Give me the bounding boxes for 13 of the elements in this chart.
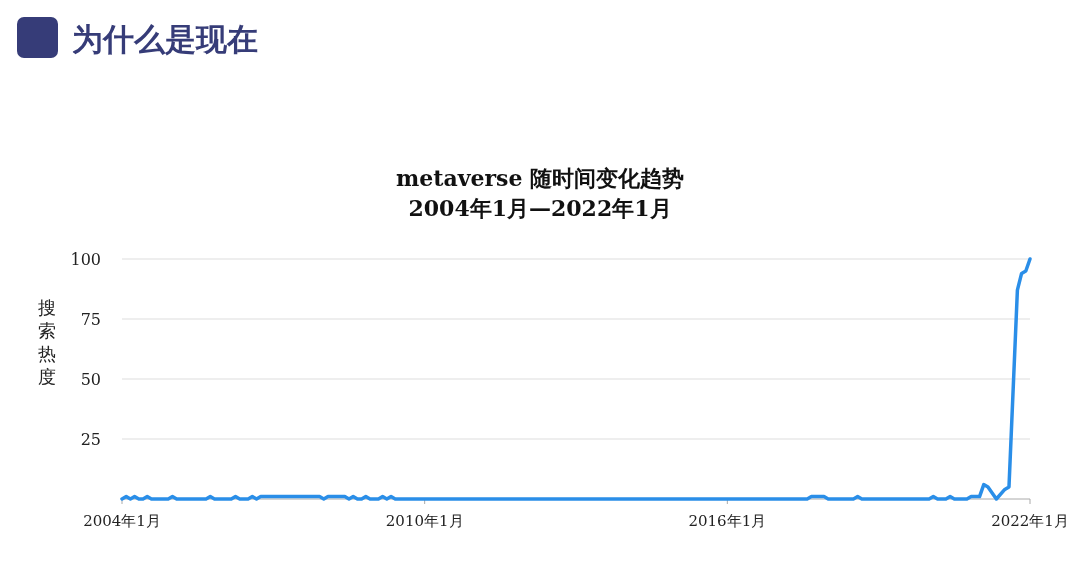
y-axis-title: 搜索热度 [38,297,56,387]
x-tick-label: 2022年1月 [991,512,1069,530]
chart-subtitle: 2004年1月—2022年1月 [408,195,672,221]
x-tick-label: 2004年1月 [83,512,161,530]
chart-title: metaverse 随时间变化趋势 [395,165,685,191]
text: 为什么是现在 [72,21,258,57]
y-tick-label: 25 [80,430,101,449]
x-tick-label: 2010年1月 [385,512,464,530]
y-tick-label: 75 [80,310,101,329]
line-series [120,257,1032,501]
x-tick-label: 2016年1月 [688,512,767,530]
y-tick-label: 100 [70,250,101,269]
y-tick-label: 50 [80,370,101,389]
